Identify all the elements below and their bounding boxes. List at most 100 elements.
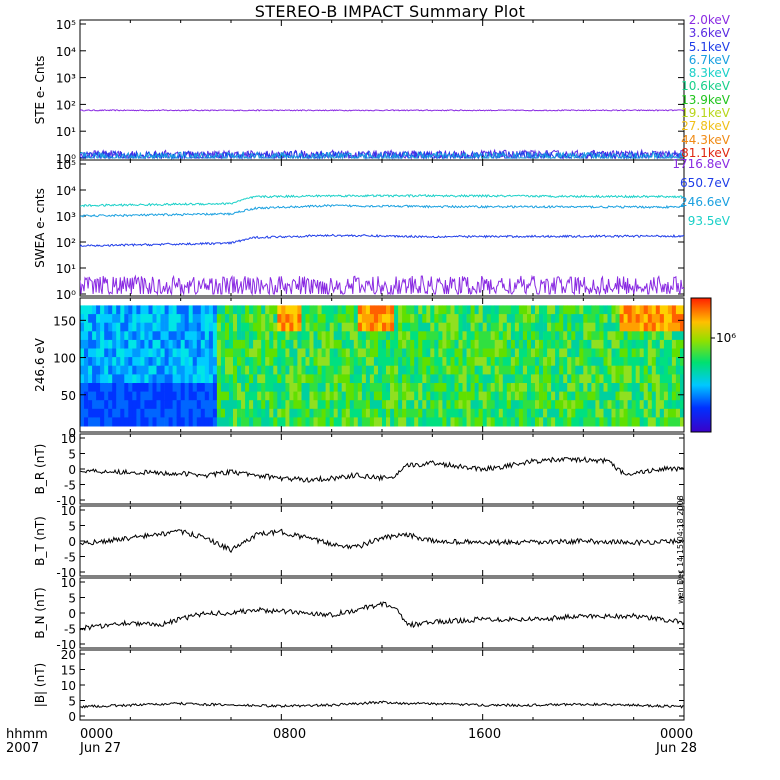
heatmap-cell bbox=[647, 408, 653, 418]
heatmap-cell bbox=[563, 383, 568, 393]
heatmap-cell bbox=[317, 400, 322, 410]
heatmap-cell bbox=[514, 331, 520, 341]
heatmap-cell bbox=[341, 331, 347, 341]
heatmap-cell bbox=[176, 400, 181, 410]
heatmap-cell bbox=[470, 357, 475, 367]
ste-legend-entry: 19.1keV bbox=[681, 106, 730, 121]
heatmap-cell bbox=[643, 305, 649, 315]
heatmap-cell bbox=[426, 305, 431, 315]
heatmap-cell bbox=[390, 408, 395, 418]
heatmap-cell bbox=[333, 348, 339, 358]
heatmap-cell bbox=[176, 314, 181, 324]
heatmap-cell bbox=[229, 383, 234, 393]
heatmap-cell bbox=[88, 408, 93, 418]
heatmap-cell bbox=[273, 314, 278, 324]
heatmap-cell bbox=[627, 383, 632, 393]
heatmap-cell bbox=[518, 357, 524, 367]
heatmap-cell bbox=[313, 391, 318, 401]
heatmap-cell bbox=[631, 417, 637, 427]
heatmap-cell bbox=[152, 417, 157, 427]
heatmap-cell bbox=[595, 365, 600, 375]
heatmap-cell bbox=[140, 391, 145, 401]
heatmap-cell bbox=[273, 331, 278, 341]
heatmap-cell bbox=[124, 331, 129, 341]
heatmap-cell bbox=[675, 305, 681, 315]
heatmap-cell bbox=[321, 357, 326, 367]
heatmap-cell bbox=[619, 391, 624, 401]
heatmap-cell bbox=[680, 348, 684, 358]
heatmap-cell bbox=[402, 383, 407, 393]
heatmap-cell bbox=[281, 400, 286, 410]
heatmap-cell bbox=[204, 400, 210, 410]
heatmap-cell bbox=[635, 408, 641, 418]
heatmap-cell bbox=[603, 357, 608, 367]
heatmap-cell bbox=[245, 357, 250, 367]
heatmap-cell bbox=[434, 365, 439, 375]
heatmap-cell bbox=[120, 408, 125, 418]
heatmap-cell bbox=[305, 417, 310, 427]
heatmap-cell bbox=[446, 357, 451, 367]
heatmap-cell bbox=[551, 348, 556, 358]
heatmap-cell bbox=[651, 391, 657, 401]
heatmap-cell bbox=[518, 348, 524, 358]
heatmap-cell bbox=[164, 383, 169, 393]
heatmap-cell bbox=[140, 357, 145, 367]
heatmap-cell bbox=[305, 339, 310, 349]
heatmap-cell bbox=[160, 305, 165, 315]
heatmap-cell bbox=[422, 417, 427, 427]
heatmap-cell bbox=[152, 408, 157, 418]
heatmap-cell bbox=[623, 357, 628, 367]
heatmap-cell bbox=[402, 331, 407, 341]
heatmap-cell bbox=[237, 417, 242, 427]
heatmap-cell bbox=[543, 357, 548, 367]
heatmap-cell bbox=[575, 417, 580, 427]
heatmap-cell bbox=[325, 400, 330, 410]
heatmap-cell bbox=[607, 391, 612, 401]
heatmap-cell bbox=[623, 400, 628, 410]
heatmap-cell bbox=[675, 357, 681, 367]
heatmap-cell bbox=[349, 322, 355, 332]
heatmap-cell bbox=[148, 322, 153, 332]
heatmap-cell bbox=[442, 400, 447, 410]
heatmap-cell bbox=[494, 400, 500, 410]
heatmap-cell bbox=[667, 305, 673, 315]
heatmap-cell bbox=[128, 408, 133, 418]
heatmap-cell bbox=[490, 417, 496, 427]
heatmap-cell bbox=[100, 400, 105, 410]
heatmap-cell bbox=[265, 339, 270, 349]
heatmap-cell bbox=[317, 408, 322, 418]
heatmap-cell bbox=[233, 305, 238, 315]
heatmap-cell bbox=[502, 331, 508, 341]
heatmap-cell bbox=[591, 408, 596, 418]
heatmap-cell bbox=[216, 339, 222, 349]
heatmap-cell bbox=[438, 305, 443, 315]
heatmap-cell bbox=[369, 348, 375, 358]
heatmap-cell bbox=[535, 391, 540, 401]
heatmap-cell bbox=[365, 408, 371, 418]
heatmap-cell bbox=[446, 339, 451, 349]
heatmap-cell bbox=[531, 305, 536, 315]
heatmap-cell bbox=[378, 357, 383, 367]
heatmap-cell bbox=[426, 374, 431, 384]
heatmap-cell bbox=[208, 314, 214, 324]
heatmap-cell bbox=[196, 348, 202, 358]
heatmap-cell bbox=[671, 365, 677, 375]
heatmap-cell bbox=[386, 365, 391, 375]
heatmap-cell bbox=[490, 400, 496, 410]
heatmap-cell bbox=[188, 374, 194, 384]
heatmap-cell bbox=[611, 417, 616, 427]
heatmap-cell bbox=[200, 322, 206, 332]
heatmap-cell bbox=[450, 365, 455, 375]
heatmap-cell bbox=[498, 331, 504, 341]
heatmap-cell bbox=[80, 339, 85, 349]
heatmap-cell bbox=[160, 391, 165, 401]
heatmap-cell bbox=[301, 331, 306, 341]
heatmap-cell bbox=[225, 348, 230, 358]
heatmap-cell bbox=[92, 314, 97, 324]
heatmap-cell bbox=[539, 400, 544, 410]
heatmap-cell bbox=[506, 391, 512, 401]
heatmap-cell bbox=[249, 374, 254, 384]
heatmap-cell bbox=[410, 383, 415, 393]
heatmap-cell bbox=[382, 314, 387, 324]
heatmap-cell bbox=[414, 348, 419, 358]
